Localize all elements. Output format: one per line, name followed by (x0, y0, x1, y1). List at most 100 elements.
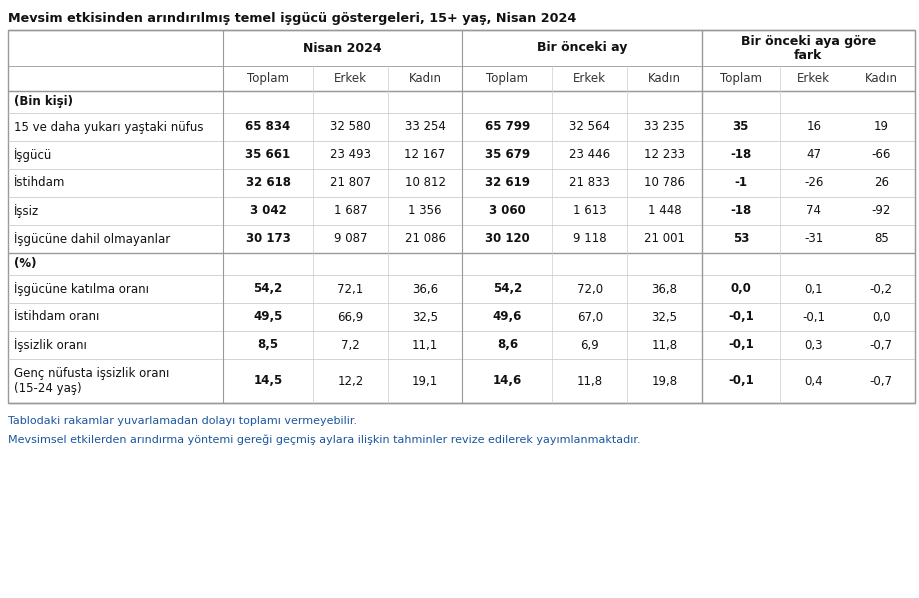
Bar (780, 197, 847, 225)
Text: 85: 85 (874, 233, 889, 246)
Text: 19,8: 19,8 (652, 374, 677, 388)
Text: 9 118: 9 118 (573, 233, 607, 246)
Text: İşgücüne dahil olmayanlar: İşgücüne dahil olmayanlar (14, 232, 170, 246)
Text: 21 833: 21 833 (569, 176, 610, 190)
Bar (627, 66, 702, 91)
Text: -0,7: -0,7 (869, 338, 892, 352)
Text: 53: 53 (732, 233, 749, 246)
Bar (780, 331, 847, 359)
Text: 35 679: 35 679 (485, 148, 530, 161)
Text: 16: 16 (806, 121, 822, 133)
Bar (8, 359, 915, 403)
Text: 36,6: 36,6 (412, 282, 438, 295)
Text: -0,1: -0,1 (728, 338, 754, 352)
Bar (8, 303, 915, 331)
Text: 0,4: 0,4 (804, 374, 823, 388)
Text: 47: 47 (806, 148, 822, 161)
Text: 66,9: 66,9 (337, 310, 364, 324)
Bar (223, 30, 462, 66)
Text: 21 001: 21 001 (644, 233, 685, 246)
Text: (Bin kişi): (Bin kişi) (14, 96, 73, 108)
Text: 72,0: 72,0 (577, 282, 603, 295)
Text: -0,7: -0,7 (869, 374, 892, 388)
Text: -0,1: -0,1 (728, 310, 754, 324)
Text: 1 687: 1 687 (334, 205, 368, 218)
Bar (847, 331, 915, 359)
Text: 32 564: 32 564 (569, 121, 610, 133)
Text: Kadın: Kadın (865, 72, 898, 85)
Bar (8, 225, 915, 253)
Bar (847, 169, 915, 197)
Bar (8, 253, 915, 275)
Text: Kadın: Kadın (648, 72, 681, 85)
Bar (847, 225, 915, 253)
Text: 14,5: 14,5 (254, 374, 283, 388)
Bar (847, 275, 915, 303)
Text: Tablodaki rakamlar yuvarlamadan dolayı toplamı vermeyebilir.: Tablodaki rakamlar yuvarlamadan dolayı t… (8, 416, 357, 426)
Bar (702, 141, 780, 169)
Text: 49,5: 49,5 (254, 310, 283, 324)
Text: 3 042: 3 042 (250, 205, 287, 218)
Text: İşsizlik oranı: İşsizlik oranı (14, 338, 87, 352)
Text: 0,3: 0,3 (804, 338, 823, 352)
Bar (8, 91, 915, 113)
Text: (15-24 yaş): (15-24 yaş) (14, 382, 82, 395)
Text: 0,0: 0,0 (731, 282, 751, 295)
Text: Kadın: Kadın (409, 72, 441, 85)
Text: Bir önceki ay: Bir önceki ay (537, 41, 628, 54)
Text: -0,1: -0,1 (728, 374, 754, 388)
Bar (847, 359, 915, 403)
Text: 33 235: 33 235 (644, 121, 685, 133)
Text: 54,2: 54,2 (254, 282, 283, 295)
Text: İşgücü: İşgücü (14, 148, 52, 162)
Text: 21 807: 21 807 (330, 176, 371, 190)
Bar (702, 30, 915, 66)
Text: İşgücüne katılma oranı: İşgücüne katılma oranı (14, 282, 149, 296)
Text: -18: -18 (731, 205, 752, 218)
Text: İşsiz: İşsiz (14, 204, 40, 218)
Text: 1 448: 1 448 (648, 205, 681, 218)
Text: 32,5: 32,5 (652, 310, 677, 324)
Text: İstihdam: İstihdam (14, 176, 65, 190)
Bar (780, 359, 847, 403)
Text: 8,6: 8,6 (497, 338, 518, 352)
Bar (847, 197, 915, 225)
Text: -92: -92 (871, 205, 891, 218)
Text: 74: 74 (806, 205, 822, 218)
Text: 9 087: 9 087 (334, 233, 367, 246)
Text: 65 834: 65 834 (245, 121, 290, 133)
Text: 11,8: 11,8 (652, 338, 677, 352)
Bar (847, 303, 915, 331)
Text: 12 167: 12 167 (404, 148, 446, 161)
Bar (702, 359, 780, 403)
Text: 32,5: 32,5 (412, 310, 438, 324)
Text: 3 060: 3 060 (489, 205, 526, 218)
Text: Mevsim etkisinden arındırılmış temel işgücü göstergeleri, 15+ yaş, Nisan 2024: Mevsim etkisinden arındırılmış temel işg… (8, 11, 576, 25)
Text: -31: -31 (804, 233, 823, 246)
Text: (%): (%) (14, 258, 37, 270)
Bar (8, 197, 915, 225)
Text: 19: 19 (874, 121, 889, 133)
Text: 8,5: 8,5 (257, 338, 278, 352)
Text: -66: -66 (871, 148, 891, 161)
Bar (8, 30, 915, 91)
Text: 30 120: 30 120 (485, 233, 529, 246)
Bar (702, 303, 780, 331)
Text: 11,8: 11,8 (577, 374, 603, 388)
Bar (8, 113, 915, 141)
Text: Toplam: Toplam (486, 72, 528, 85)
Bar (313, 66, 388, 91)
Text: Genç nüfusta işsizlik oranı: Genç nüfusta işsizlik oranı (14, 367, 169, 380)
Bar (702, 169, 780, 197)
Text: Erkek: Erkek (573, 72, 607, 85)
Bar (780, 113, 847, 141)
Text: İstihdam oranı: İstihdam oranı (14, 310, 99, 324)
Text: 10 812: 10 812 (404, 176, 446, 190)
Bar (702, 225, 780, 253)
Text: -0,2: -0,2 (869, 282, 892, 295)
Bar (223, 66, 313, 91)
Bar (388, 66, 462, 91)
Bar (8, 141, 915, 169)
Bar (780, 303, 847, 331)
Text: 1 613: 1 613 (573, 205, 607, 218)
